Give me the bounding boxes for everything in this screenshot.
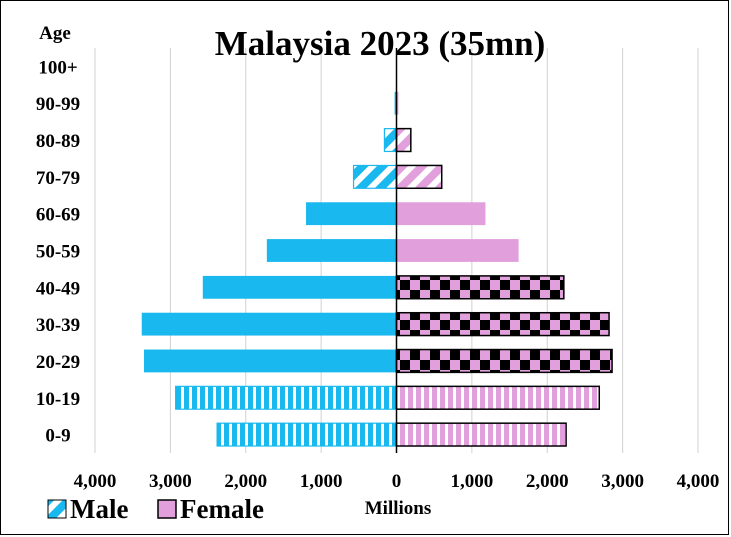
y-tick-label: 30-39: [36, 315, 80, 336]
y-tick-label: 40-49: [36, 278, 80, 299]
legend-label-female: Female: [180, 494, 264, 524]
bar-male-40-49: [202, 275, 397, 299]
bar-male-10-19: [175, 385, 398, 410]
y-tick-label: 100+: [38, 57, 77, 78]
bar-male-20-29: [143, 349, 397, 373]
y-tick-label: 90-99: [36, 94, 80, 115]
bar-male-70-79: [352, 164, 398, 189]
bar-female-10-19: [395, 385, 601, 410]
bars: [141, 54, 613, 447]
y-tick-label: 0-9: [45, 426, 70, 447]
legend: Male Female: [47, 494, 264, 524]
bar-male-90-99: [394, 91, 397, 115]
bar-female-70-79: [395, 164, 443, 190]
chart-title: Malaysia 2023 (35mn): [215, 24, 546, 63]
x-tick-label: 2,000: [526, 471, 569, 492]
legend-label-male: Male: [70, 494, 128, 524]
bar-male-50-59: [266, 239, 397, 262]
bar-female-40-49: [395, 275, 565, 300]
labels: 4,000 3,000 2,000 1,000 0 1,000 2,000 3,000 4,00…: [36, 57, 720, 492]
x-tick-label: 3,000: [601, 471, 644, 492]
y-tick-label: 50-59: [36, 242, 80, 263]
bar-male-0-9: [216, 422, 398, 447]
x-tick-label: 0: [392, 471, 402, 492]
y-tick-label: 10-19: [36, 389, 80, 410]
x-tick-label: 1,000: [300, 471, 343, 492]
y-tick-label: 60-69: [36, 205, 80, 226]
x-tick-label: 2,000: [224, 471, 267, 492]
y-tick-label: 80-89: [36, 131, 80, 152]
x-tick-label: 3,000: [149, 471, 192, 492]
x-tick-label: 4,000: [74, 471, 117, 492]
legend-swatch-female: [157, 499, 177, 519]
x-tick-label: 4,000: [677, 471, 720, 492]
bar-male-30-39: [141, 312, 397, 336]
bar-male-60-69: [306, 202, 397, 226]
bar-male-80-89: [383, 128, 398, 153]
bar-female-60-69: [396, 202, 486, 226]
y-tick-label: 70-79: [36, 168, 80, 189]
x-axis-title: Millions: [365, 498, 432, 519]
bar-female-0-9: [395, 422, 567, 447]
y-tick-label: 20-29: [36, 352, 80, 373]
x-tick-label: 1,000: [451, 471, 494, 492]
legend-swatch-male: [47, 499, 67, 519]
y-axis-title: Age: [39, 23, 71, 44]
bar-female-20-29: [395, 348, 613, 374]
bar-female-50-59: [396, 239, 519, 262]
bar-female-90-99: [396, 91, 399, 115]
bar-female-30-39: [395, 311, 610, 337]
bar-female-80-89: [395, 127, 412, 153]
